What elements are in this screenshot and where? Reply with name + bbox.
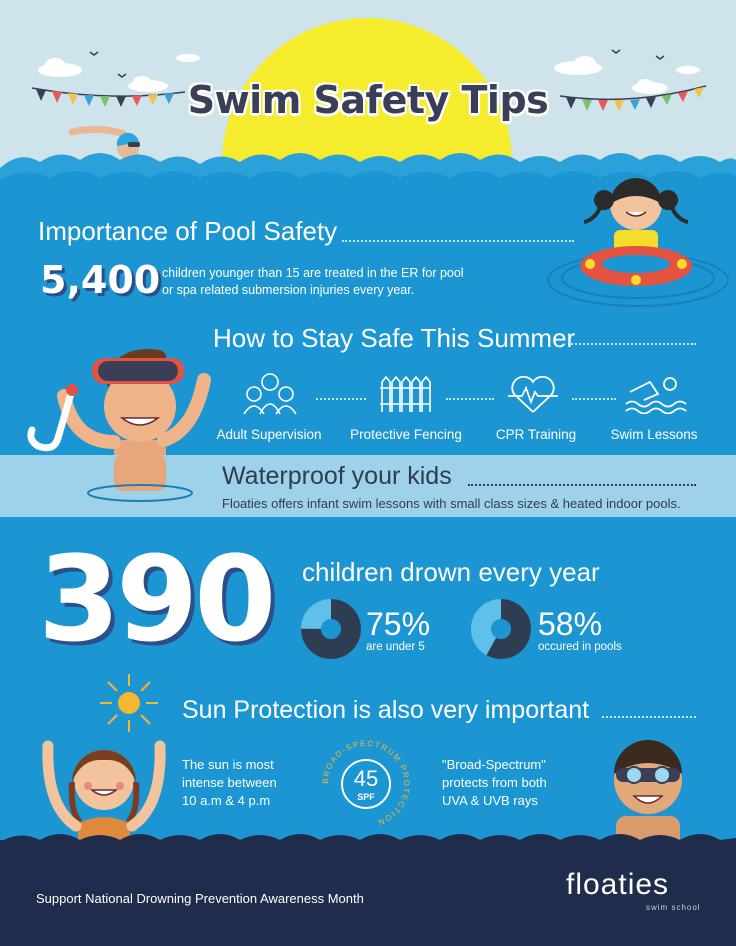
importance-text-line1: children younger than 15 are treated in …	[162, 266, 464, 280]
swimmer-icon	[625, 377, 687, 414]
page-title: Swim Safety Tips	[187, 78, 549, 122]
brand-subtitle: swim school	[646, 903, 701, 912]
sun-left-text: The sun is most intense between 10 a.m &…	[182, 756, 277, 810]
importance-stat: 5,400	[40, 258, 161, 302]
sun-icon	[100, 674, 158, 732]
stay-safe-heading: How to Stay Safe This Summer	[213, 323, 576, 353]
adult-supervision-label: Adult Supervision	[216, 427, 322, 442]
importance-text: children younger than 15 are treated in …	[162, 265, 492, 299]
waterproof-text: Floaties offers infant swim lessons with…	[222, 496, 681, 511]
sea-background	[0, 170, 736, 946]
girl-float-illustration	[547, 178, 729, 307]
dotted-divider	[602, 716, 696, 718]
girl-waving-illustration	[37, 740, 171, 865]
sun-heading: Sun Protection is also very important	[182, 696, 590, 724]
heartbeat-icon	[508, 375, 558, 413]
header-decoration	[0, 49, 736, 200]
brand-logo: floaties	[566, 868, 670, 901]
dotted-divider	[342, 240, 574, 242]
stat-under5-label: are under 5	[366, 641, 425, 653]
family-icon	[243, 373, 297, 415]
stat-pools-label: occured in pools	[538, 641, 622, 653]
spf-unit: SPF	[357, 792, 375, 802]
drowning-text: children drown every year	[302, 557, 600, 587]
cpr-training-label: CPR Training	[495, 427, 577, 442]
dotted-divider	[446, 398, 494, 400]
sun-left-line1: The sun is most	[182, 757, 274, 772]
dotted-divider	[468, 484, 696, 486]
bunting-left	[31, 87, 186, 107]
spf-badge: BROAD-SPECTRUM PROTECTION	[321, 739, 410, 827]
protective-fencing-label: Protective Fencing	[350, 427, 462, 442]
sun-right-text: "Broad-Spectrum" protects from both UVA …	[442, 756, 547, 810]
boy-torso	[87, 455, 193, 502]
spf-number: 45	[353, 766, 379, 791]
swim-lessons-label: Swim Lessons	[610, 427, 698, 442]
importance-heading: Importance of Pool Safety	[38, 216, 338, 246]
stat-under5-value: 75%	[366, 606, 431, 642]
waterproof-heading: Waterproof your kids	[222, 462, 452, 490]
bird-icon	[89, 49, 665, 78]
footer-text: Support National Drowning Prevention Awa…	[36, 891, 364, 906]
footer-band	[0, 840, 736, 946]
drowning-number: 390	[38, 530, 276, 668]
sun-left-line3: 10 a.m & 4 p.m	[182, 793, 271, 808]
footer-waves	[0, 834, 736, 856]
donut-chart-pools	[471, 599, 531, 659]
donut-chart-under5	[301, 599, 361, 659]
importance-text-line2: or spa related submersion injuries every…	[162, 283, 415, 297]
bunting-right	[559, 85, 707, 111]
sun-right-line2: protects from both	[442, 775, 547, 790]
sun-right-line3: UVA & UVB rays	[442, 793, 538, 808]
stat-pools-value: 58%	[538, 606, 603, 642]
cloud-icon	[38, 54, 700, 94]
dotted-divider	[572, 398, 616, 400]
fence-icon	[380, 375, 431, 412]
dotted-divider	[316, 398, 366, 400]
sun-right-line1: "Broad-Spectrum"	[442, 757, 546, 772]
sun-left-line2: intense between	[182, 775, 277, 790]
dotted-divider	[568, 343, 696, 345]
